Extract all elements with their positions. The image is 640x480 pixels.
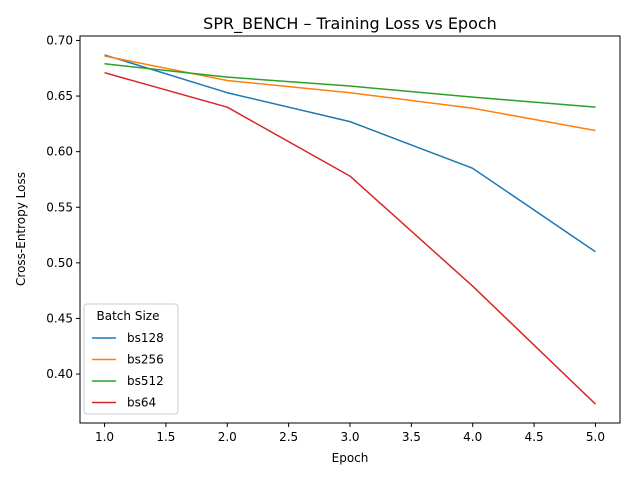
- x-axis-label: Epoch: [332, 451, 369, 465]
- series-line-bs512: [104, 63, 596, 108]
- series-line-bs64: [104, 71, 596, 405]
- x-tick-label: 3.5: [402, 430, 421, 444]
- x-tick-label: 5.0: [586, 430, 605, 444]
- y-tick-label: 0.70: [46, 33, 73, 47]
- legend-label-bs64: bs64: [127, 396, 156, 410]
- x-tick-label: 2.0: [218, 430, 237, 444]
- y-tick-label: 0.60: [46, 145, 73, 159]
- legend: Batch Size bs128 bs256 bs512 bs64: [83, 303, 179, 415]
- y-tick-label: 0.50: [46, 256, 73, 270]
- x-tick-label: 4.5: [525, 430, 544, 444]
- y-tick-label: 0.65: [46, 89, 73, 103]
- y-tick-label: 0.45: [46, 311, 73, 325]
- y-tick-label: 0.55: [46, 200, 73, 214]
- series-lines: [104, 54, 596, 405]
- y-axis: 0.40 0.45 0.50 0.55 0.60 0.65 0.70: [46, 33, 80, 381]
- legend-label-bs512: bs512: [127, 374, 164, 388]
- x-tick-label: 1.5: [156, 430, 175, 444]
- x-tick-label: 1.0: [95, 430, 114, 444]
- legend-items: bs128 bs256 bs512 bs64: [92, 331, 164, 410]
- x-tick-label: 3.0: [340, 430, 359, 444]
- x-tick-label: 4.0: [463, 430, 482, 444]
- chart-title: SPR_BENCH – Training Loss vs Epoch: [203, 14, 497, 34]
- legend-title: Batch Size: [97, 309, 160, 323]
- legend-label-bs256: bs256: [127, 353, 164, 367]
- series-line-bs128: [104, 54, 596, 253]
- legend-box: [83, 303, 179, 415]
- legend-label-bs128: bs128: [127, 331, 164, 345]
- x-tick-label: 2.5: [279, 430, 298, 444]
- x-axis: 1.0 1.5 2.0 2.5 3.0 3.5 4.0 4.5 5.0: [95, 423, 605, 444]
- y-tick-label: 0.40: [46, 367, 73, 381]
- y-axis-label: Cross-Entropy Loss: [14, 172, 28, 286]
